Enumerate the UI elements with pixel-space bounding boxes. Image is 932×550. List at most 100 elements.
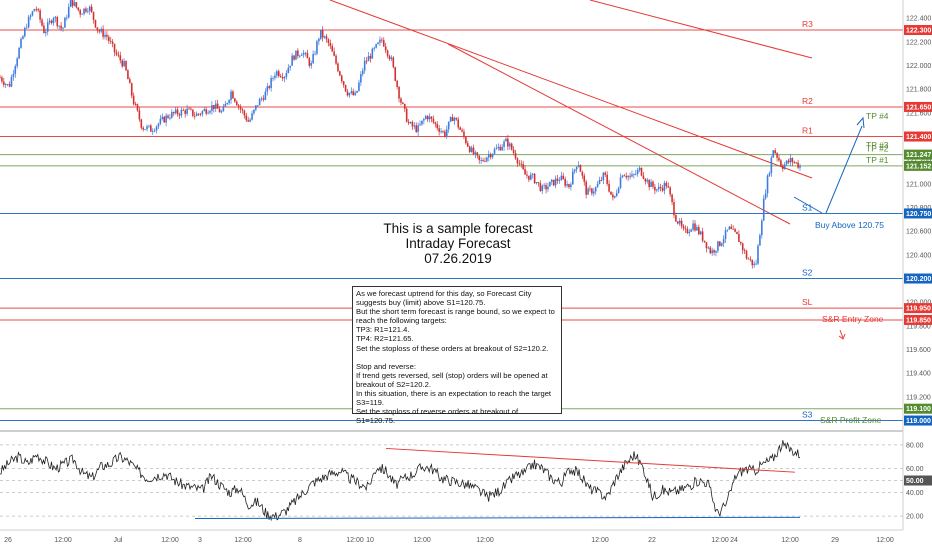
candle-body	[199, 113, 202, 115]
note-line: As we forecast uptrend for this day, so …	[356, 289, 532, 308]
candle-body	[701, 231, 704, 241]
candle-body	[276, 71, 278, 76]
price-badge-text: 122.300	[906, 28, 931, 35]
candle-body	[545, 185, 547, 190]
candle-body	[306, 52, 309, 59]
candle-body	[774, 150, 776, 154]
note-line: Stop and reverse:	[356, 361, 416, 371]
candle-body	[560, 175, 563, 181]
candle-body	[720, 243, 723, 246]
candle-body	[379, 39, 381, 43]
candle-body	[287, 67, 290, 73]
candle-body	[503, 141, 505, 147]
candle-body	[339, 71, 341, 76]
candle-body	[682, 226, 685, 229]
candle-body	[56, 17, 59, 27]
candle-body	[570, 184, 572, 188]
time-tick-label: 29	[831, 537, 839, 544]
candle-body	[665, 182, 668, 187]
candlesticks	[0, 0, 801, 269]
candle-body	[407, 121, 410, 124]
price-badge	[904, 149, 932, 160]
candle-body	[487, 154, 490, 158]
candle-body	[33, 9, 36, 12]
candle-body	[594, 187, 597, 192]
candle-body	[165, 115, 167, 123]
candle-body	[405, 108, 408, 122]
time-tick-label: 12:00	[591, 537, 609, 544]
candle-body	[728, 226, 731, 230]
candle-body	[69, 0, 72, 8]
candle-body	[634, 173, 637, 175]
candle-body	[400, 98, 402, 103]
candle-body	[184, 110, 187, 114]
candle-body	[140, 119, 143, 128]
candle-body	[14, 66, 17, 74]
candle-body	[197, 113, 200, 115]
candle-body	[547, 186, 549, 190]
candle-body	[699, 231, 702, 235]
tp3-label: TP #3	[866, 140, 889, 150]
candle-body	[426, 116, 429, 120]
candle-body	[104, 34, 106, 37]
level-label: R2	[802, 96, 813, 106]
candle-body	[659, 186, 662, 189]
candle-body	[549, 181, 551, 187]
candle-body	[644, 178, 647, 182]
candle-body	[650, 181, 652, 188]
candle-body	[302, 52, 305, 56]
candle-body	[568, 184, 570, 188]
candle-body	[6, 84, 9, 85]
price-tick-label: 120.600	[906, 229, 931, 236]
candle-body	[581, 171, 584, 176]
candle-body	[48, 20, 51, 23]
candle-body	[575, 166, 578, 170]
candle-body	[319, 29, 322, 39]
candle-body	[516, 158, 519, 164]
candle-body	[459, 127, 461, 130]
candle-body	[207, 112, 209, 114]
candle-body	[365, 60, 368, 62]
candle-body	[172, 112, 175, 114]
level-label: R3	[802, 19, 813, 29]
candle-body	[279, 76, 282, 77]
time-tick-label: Jul	[114, 537, 123, 544]
candle-body	[608, 183, 610, 192]
candle-body	[71, 0, 74, 6]
time-tick-label: 3	[198, 537, 202, 544]
candle-body	[533, 173, 536, 184]
candle-body	[46, 22, 49, 32]
rsi-trendline	[385, 447, 796, 473]
candle-body	[77, 7, 80, 11]
candle-body	[340, 75, 343, 82]
candle-body	[491, 153, 494, 158]
candle-body	[686, 228, 689, 234]
candle-body	[371, 48, 374, 59]
candle-body	[738, 234, 740, 242]
time-tick-label: 12:00	[476, 537, 494, 544]
candle-body	[283, 76, 286, 79]
candle-body	[625, 176, 628, 178]
candle-body	[272, 77, 274, 79]
candle-body	[0, 77, 1, 79]
candle-body	[743, 250, 746, 252]
rsi-tick-label: 80.00	[906, 442, 924, 449]
rsi-tick-label: 40.00	[906, 490, 924, 497]
price-badge	[904, 273, 932, 284]
candle-body	[119, 55, 122, 61]
candle-body	[615, 193, 618, 197]
price-badge-text: 121.247	[906, 152, 931, 159]
candle-body	[167, 115, 169, 118]
candle-body	[314, 53, 316, 55]
time-tick-label: 8	[298, 537, 302, 544]
candle-body	[163, 116, 166, 123]
candle-body	[316, 41, 318, 54]
candle-body	[190, 108, 192, 110]
candle-body	[539, 183, 542, 192]
candle-body	[613, 196, 616, 198]
candle-body	[797, 162, 799, 168]
entry-arrowhead	[838, 333, 846, 340]
candle-body	[113, 43, 116, 53]
candle-body	[745, 250, 748, 259]
